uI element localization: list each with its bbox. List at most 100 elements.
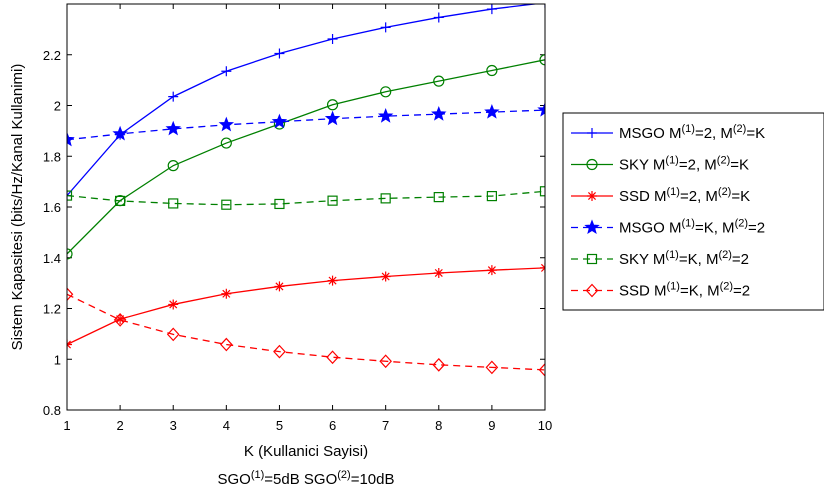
text-segment: =2 bbox=[733, 283, 750, 300]
legend-item: SKY M(1)=2, M(2)=K bbox=[571, 155, 749, 174]
superscript-text: (2) bbox=[718, 186, 731, 198]
data-point-marker bbox=[221, 66, 232, 77]
legend-box bbox=[562, 112, 824, 311]
data-point-marker bbox=[587, 128, 597, 138]
legend-label: SKY M(1)=K, M(2)=2 bbox=[619, 249, 749, 268]
series-line bbox=[67, 59, 545, 255]
data-point-marker bbox=[218, 116, 235, 132]
data-point-marker bbox=[220, 137, 232, 149]
data-point-marker bbox=[168, 198, 179, 209]
data-point-marker bbox=[67, 190, 73, 201]
superscript-text: (1) bbox=[667, 281, 680, 293]
y-tick-label: 1.4 bbox=[43, 251, 61, 266]
data-point-marker bbox=[537, 101, 545, 117]
text-segment: =10dB bbox=[351, 471, 395, 488]
text-segment: =2 bbox=[732, 251, 749, 268]
series-5 bbox=[67, 186, 545, 210]
data-point-marker bbox=[433, 267, 444, 278]
superscript-text: (1) bbox=[682, 123, 695, 135]
series-layer bbox=[67, 4, 545, 377]
legend-label: MSGO M(1)=2, M(2)=K bbox=[619, 123, 765, 142]
series-6 bbox=[67, 287, 545, 377]
y-tick-label: 1.6 bbox=[43, 200, 61, 215]
series-line bbox=[67, 109, 545, 141]
data-point-marker bbox=[274, 281, 285, 292]
x-axis-label: K (Kullanici Sayisi) bbox=[244, 443, 368, 460]
text-segment: SKY M bbox=[619, 157, 665, 174]
text-segment: SGO bbox=[217, 471, 250, 488]
data-point-marker bbox=[165, 120, 181, 136]
superscript-text: (1) bbox=[667, 186, 680, 198]
plot-area-frame bbox=[66, 3, 546, 411]
data-point-marker bbox=[379, 354, 392, 369]
data-point-marker bbox=[274, 198, 285, 210]
data-point-marker bbox=[67, 287, 74, 302]
x-axis-subtitle: SGO(1)=5dB SGO(2)=10dB bbox=[217, 469, 394, 488]
data-point-marker bbox=[486, 4, 497, 15]
x-tick-label: 3 bbox=[170, 418, 177, 433]
text-segment: =K, M bbox=[679, 251, 719, 268]
series-1 bbox=[67, 4, 545, 201]
data-point-marker bbox=[485, 360, 499, 375]
text-segment: =K bbox=[746, 125, 765, 142]
text-segment: MSGO M bbox=[619, 220, 682, 237]
legend-item: MSGO M(1)=2, M(2)=K bbox=[571, 123, 765, 142]
data-point-marker bbox=[539, 186, 545, 197]
data-point-marker bbox=[221, 288, 232, 299]
x-tick-label: 5 bbox=[276, 418, 283, 433]
legend-item: SSD M(1)=K, M(2)=2 bbox=[571, 281, 750, 300]
data-point-marker bbox=[433, 192, 444, 203]
data-point-marker bbox=[112, 125, 128, 141]
data-point-marker bbox=[486, 64, 498, 77]
text-segment: =K, M bbox=[695, 220, 735, 237]
series-line bbox=[67, 190, 545, 206]
text-segment: SSD M bbox=[619, 283, 667, 300]
text-segment: =2, M bbox=[679, 157, 717, 174]
x-tick-label: 10 bbox=[538, 418, 552, 433]
text-segment: =2, M bbox=[695, 125, 733, 142]
y-tick-label: 1.2 bbox=[43, 302, 61, 317]
data-point-marker bbox=[539, 54, 545, 66]
text-segment: MSGO M bbox=[619, 125, 682, 142]
y-tick-label: 2 bbox=[54, 99, 61, 114]
data-point-marker bbox=[380, 271, 391, 282]
legend-label: SSD M(1)=K, M(2)=2 bbox=[619, 281, 750, 300]
legend-item: SKY M(1)=K, M(2)=2 bbox=[571, 249, 749, 268]
superscript-text: (1) bbox=[682, 218, 695, 230]
text-segment: SKY M bbox=[619, 251, 665, 268]
data-point-marker bbox=[327, 195, 338, 206]
y-axis-label: Sistem Kapasitesi (bits/Hz/Kanal Kullani… bbox=[9, 64, 26, 351]
legend-item: MSGO M(1)=K, M(2)=2 bbox=[571, 218, 765, 237]
data-point-marker bbox=[326, 99, 339, 111]
text-segment: SSD M bbox=[619, 188, 667, 205]
text-segment: =K bbox=[730, 157, 749, 174]
series-4 bbox=[67, 101, 545, 147]
data-point-marker bbox=[433, 12, 444, 23]
text-segment: =2 bbox=[748, 220, 765, 237]
superscript-text: (1) bbox=[665, 249, 678, 261]
data-point-marker bbox=[585, 283, 599, 298]
text-segment: =K bbox=[731, 188, 750, 205]
series-line bbox=[67, 4, 540, 197]
text-segment: =2, M bbox=[680, 188, 718, 205]
superscript-text: (1) bbox=[251, 469, 264, 481]
data-point-marker bbox=[324, 110, 341, 126]
legend-item: SSD M(1)=2, M(2)=K bbox=[571, 186, 750, 205]
data-point-marker bbox=[584, 219, 600, 235]
data-point-marker bbox=[168, 299, 179, 310]
axis-ticks bbox=[66, 4, 546, 411]
superscript-text: (2) bbox=[717, 155, 730, 167]
y-tick-label: 1.8 bbox=[43, 149, 61, 164]
series-2 bbox=[67, 54, 545, 260]
data-point-marker bbox=[486, 265, 497, 276]
data-point-marker bbox=[586, 253, 598, 265]
y-tick-label: 0.8 bbox=[43, 403, 61, 418]
data-point-marker bbox=[274, 48, 285, 59]
data-point-marker bbox=[484, 103, 500, 119]
superscript-text: (2) bbox=[718, 249, 731, 261]
y-tick-label: 1 bbox=[54, 352, 61, 367]
data-point-marker bbox=[327, 275, 338, 286]
